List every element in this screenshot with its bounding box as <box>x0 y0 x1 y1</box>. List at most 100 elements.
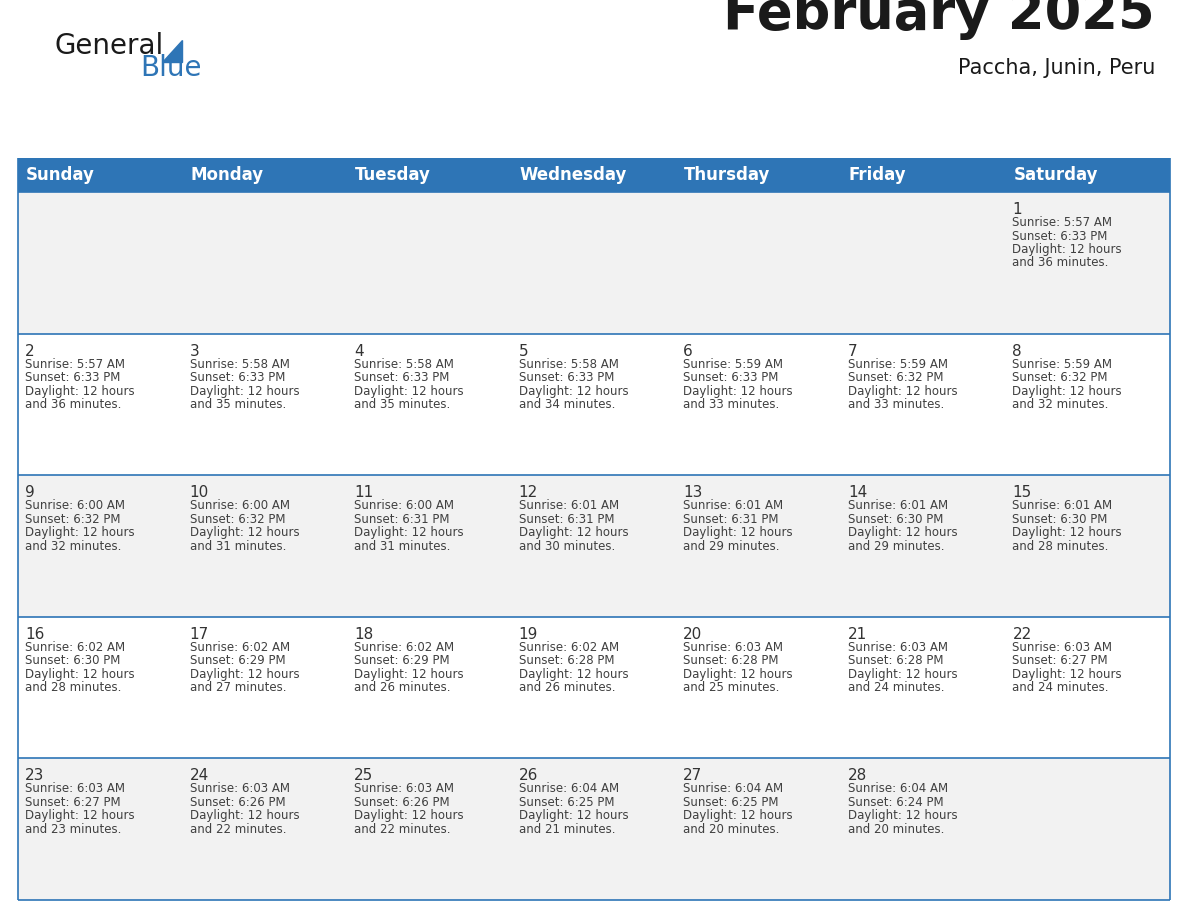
Text: Sunset: 6:33 PM: Sunset: 6:33 PM <box>1012 230 1107 242</box>
Text: Sunset: 6:32 PM: Sunset: 6:32 PM <box>848 371 943 384</box>
Text: and 25 minutes.: and 25 minutes. <box>683 681 779 694</box>
Text: and 22 minutes.: and 22 minutes. <box>190 823 286 836</box>
Text: 12: 12 <box>519 486 538 500</box>
Text: Sunset: 6:26 PM: Sunset: 6:26 PM <box>190 796 285 809</box>
Text: and 33 minutes.: and 33 minutes. <box>683 398 779 411</box>
Text: Sunset: 6:26 PM: Sunset: 6:26 PM <box>354 796 450 809</box>
Bar <box>183 158 347 192</box>
Text: 13: 13 <box>683 486 702 500</box>
Text: Daylight: 12 hours: Daylight: 12 hours <box>354 526 463 539</box>
Text: Sunrise: 6:00 AM: Sunrise: 6:00 AM <box>25 499 125 512</box>
Text: Daylight: 12 hours: Daylight: 12 hours <box>848 667 958 681</box>
Text: General: General <box>55 32 164 60</box>
Text: 1: 1 <box>1012 202 1022 217</box>
Text: 15: 15 <box>1012 486 1031 500</box>
Polygon shape <box>162 40 182 62</box>
Text: Thursday: Thursday <box>684 166 771 184</box>
Text: Sunrise: 6:01 AM: Sunrise: 6:01 AM <box>683 499 783 512</box>
Text: 18: 18 <box>354 627 373 642</box>
Text: 16: 16 <box>25 627 44 642</box>
Text: Daylight: 12 hours: Daylight: 12 hours <box>848 526 958 539</box>
Text: 11: 11 <box>354 486 373 500</box>
Text: Sunrise: 5:58 AM: Sunrise: 5:58 AM <box>354 358 454 371</box>
Text: Sunset: 6:30 PM: Sunset: 6:30 PM <box>848 512 943 526</box>
Text: and 22 minutes.: and 22 minutes. <box>354 823 450 836</box>
Text: 5: 5 <box>519 343 529 359</box>
Text: Sunset: 6:31 PM: Sunset: 6:31 PM <box>354 512 449 526</box>
Text: 4: 4 <box>354 343 364 359</box>
Bar <box>1005 158 1170 192</box>
Text: Sunrise: 5:57 AM: Sunrise: 5:57 AM <box>1012 216 1112 229</box>
Text: and 35 minutes.: and 35 minutes. <box>190 398 286 411</box>
Text: Sunset: 6:27 PM: Sunset: 6:27 PM <box>1012 655 1108 667</box>
Text: Sunset: 6:28 PM: Sunset: 6:28 PM <box>519 655 614 667</box>
Text: Friday: Friday <box>849 166 906 184</box>
Text: Sunday: Sunday <box>26 166 95 184</box>
Text: and 30 minutes.: and 30 minutes. <box>519 540 615 553</box>
Text: and 27 minutes.: and 27 minutes. <box>190 681 286 694</box>
Bar <box>18 476 1170 617</box>
Text: and 35 minutes.: and 35 minutes. <box>354 398 450 411</box>
Text: and 29 minutes.: and 29 minutes. <box>848 540 944 553</box>
Text: 23: 23 <box>25 768 44 783</box>
Text: Daylight: 12 hours: Daylight: 12 hours <box>190 526 299 539</box>
Text: and 31 minutes.: and 31 minutes. <box>190 540 286 553</box>
Text: 2: 2 <box>25 343 34 359</box>
Text: 14: 14 <box>848 486 867 500</box>
Text: and 32 minutes.: and 32 minutes. <box>1012 398 1108 411</box>
Text: Sunset: 6:31 PM: Sunset: 6:31 PM <box>683 512 779 526</box>
Bar <box>18 192 1170 333</box>
Text: Daylight: 12 hours: Daylight: 12 hours <box>848 810 958 823</box>
Text: Sunset: 6:30 PM: Sunset: 6:30 PM <box>1012 512 1107 526</box>
Text: Monday: Monday <box>190 166 264 184</box>
Text: Sunrise: 6:00 AM: Sunrise: 6:00 AM <box>190 499 290 512</box>
Text: 27: 27 <box>683 768 702 783</box>
Text: Sunrise: 5:57 AM: Sunrise: 5:57 AM <box>25 358 125 371</box>
Text: Sunrise: 6:02 AM: Sunrise: 6:02 AM <box>519 641 619 654</box>
Text: and 29 minutes.: and 29 minutes. <box>683 540 779 553</box>
Text: Sunset: 6:24 PM: Sunset: 6:24 PM <box>848 796 943 809</box>
Text: 24: 24 <box>190 768 209 783</box>
Text: Sunset: 6:32 PM: Sunset: 6:32 PM <box>25 512 120 526</box>
Text: Daylight: 12 hours: Daylight: 12 hours <box>354 667 463 681</box>
Text: Sunset: 6:31 PM: Sunset: 6:31 PM <box>519 512 614 526</box>
Text: and 36 minutes.: and 36 minutes. <box>1012 256 1108 270</box>
Text: Daylight: 12 hours: Daylight: 12 hours <box>1012 243 1121 256</box>
Text: Sunrise: 6:03 AM: Sunrise: 6:03 AM <box>25 782 125 795</box>
Text: Daylight: 12 hours: Daylight: 12 hours <box>1012 667 1121 681</box>
Text: 22: 22 <box>1012 627 1031 642</box>
Text: Daylight: 12 hours: Daylight: 12 hours <box>190 810 299 823</box>
Bar <box>18 617 1170 758</box>
Text: Sunrise: 5:59 AM: Sunrise: 5:59 AM <box>1012 358 1112 371</box>
Text: and 26 minutes.: and 26 minutes. <box>519 681 615 694</box>
Text: Sunset: 6:29 PM: Sunset: 6:29 PM <box>354 655 450 667</box>
Bar <box>347 158 512 192</box>
Text: Sunrise: 6:00 AM: Sunrise: 6:00 AM <box>354 499 454 512</box>
Text: 20: 20 <box>683 627 702 642</box>
Text: Sunset: 6:29 PM: Sunset: 6:29 PM <box>190 655 285 667</box>
Text: Sunrise: 6:03 AM: Sunrise: 6:03 AM <box>190 782 290 795</box>
Text: Sunset: 6:25 PM: Sunset: 6:25 PM <box>683 796 779 809</box>
Text: Sunset: 6:25 PM: Sunset: 6:25 PM <box>519 796 614 809</box>
Text: 9: 9 <box>25 486 34 500</box>
Text: and 34 minutes.: and 34 minutes. <box>519 398 615 411</box>
Text: and 28 minutes.: and 28 minutes. <box>1012 540 1108 553</box>
Text: 21: 21 <box>848 627 867 642</box>
Text: Sunrise: 6:01 AM: Sunrise: 6:01 AM <box>1012 499 1112 512</box>
Text: Sunrise: 5:59 AM: Sunrise: 5:59 AM <box>683 358 783 371</box>
Bar <box>18 758 1170 900</box>
Text: Sunrise: 6:03 AM: Sunrise: 6:03 AM <box>683 641 783 654</box>
Text: Daylight: 12 hours: Daylight: 12 hours <box>683 810 792 823</box>
Text: Sunrise: 6:01 AM: Sunrise: 6:01 AM <box>848 499 948 512</box>
Text: Daylight: 12 hours: Daylight: 12 hours <box>1012 526 1121 539</box>
Text: Sunset: 6:27 PM: Sunset: 6:27 PM <box>25 796 121 809</box>
Text: Daylight: 12 hours: Daylight: 12 hours <box>25 526 134 539</box>
Text: Sunset: 6:32 PM: Sunset: 6:32 PM <box>190 512 285 526</box>
Text: 17: 17 <box>190 627 209 642</box>
Text: and 36 minutes.: and 36 minutes. <box>25 398 121 411</box>
Text: Daylight: 12 hours: Daylight: 12 hours <box>683 667 792 681</box>
Text: and 33 minutes.: and 33 minutes. <box>848 398 944 411</box>
Text: 28: 28 <box>848 768 867 783</box>
Bar <box>676 158 841 192</box>
Text: Sunset: 6:32 PM: Sunset: 6:32 PM <box>1012 371 1108 384</box>
